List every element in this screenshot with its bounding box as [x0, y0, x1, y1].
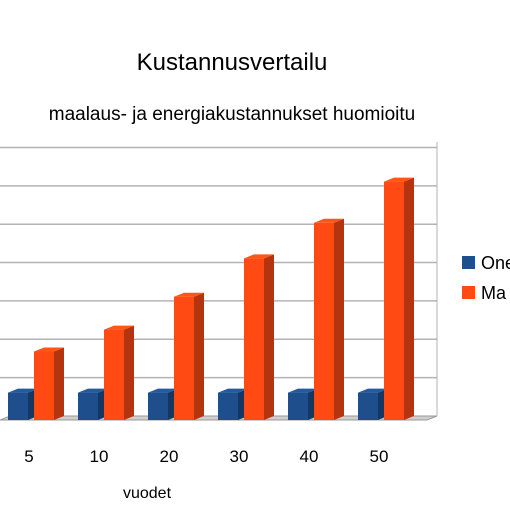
bar-side	[404, 177, 414, 420]
bar-side	[264, 254, 274, 420]
bar-one-50	[358, 388, 388, 420]
bar-top	[358, 388, 388, 393]
chart-title: Kustannusvertailu	[137, 49, 328, 76]
bar-top	[78, 388, 108, 393]
bar-ma-30	[244, 254, 274, 420]
x-tick-label: 50	[370, 447, 389, 466]
bar-front	[78, 392, 98, 420]
x-axis-label: vuodet	[123, 485, 172, 502]
bar-top	[148, 388, 178, 393]
bar-one-20	[148, 388, 178, 420]
bar-front	[148, 392, 168, 420]
bar-top	[244, 254, 274, 259]
bar-top	[34, 347, 64, 352]
bar-side	[124, 325, 134, 420]
x-tick-label: 10	[90, 447, 109, 466]
bar-one-5	[8, 388, 38, 420]
plot-area	[0, 142, 438, 421]
bar-top	[288, 388, 318, 393]
bar-top	[384, 177, 414, 182]
x-tick-label: 20	[160, 447, 179, 466]
bar-ma-50	[384, 177, 414, 420]
x-tick-labels: 5 10 20 30 40 50	[24, 447, 388, 466]
chart-subtitle: maalaus- ja energiakustannukset huomioit…	[49, 104, 416, 125]
bar-one-30	[218, 388, 248, 420]
bar-top	[104, 325, 134, 330]
legend: One Ma	[462, 253, 510, 303]
bar-front	[314, 222, 334, 420]
bar-top	[8, 388, 38, 393]
bar-side	[194, 292, 204, 420]
bar-one-10	[78, 388, 108, 420]
bar-front	[244, 258, 264, 420]
bar-front	[358, 392, 378, 420]
bar-top	[314, 218, 344, 223]
bar-front	[8, 392, 28, 420]
bar-ma-10	[104, 325, 134, 420]
bar-front	[104, 329, 124, 420]
bar-top	[218, 388, 248, 393]
bar-front	[174, 296, 194, 420]
bar-one-40	[288, 388, 318, 420]
x-tick-label: 30	[230, 447, 249, 466]
bar-front	[288, 392, 308, 420]
bar-ma-40	[314, 218, 344, 420]
x-tick-label: 40	[300, 447, 319, 466]
legend-swatch-ma	[462, 286, 475, 299]
legend-label-one: One	[481, 253, 510, 273]
bar-front	[218, 392, 238, 420]
bar-side	[54, 347, 64, 420]
bars	[8, 177, 414, 420]
legend-label-ma: Ma	[481, 283, 507, 303]
bar-front	[34, 351, 54, 420]
bar-ma-5	[34, 347, 64, 420]
gridlines	[0, 146, 437, 379]
bar-side	[334, 218, 344, 420]
bar-top	[174, 292, 204, 297]
legend-swatch-one	[462, 256, 475, 269]
bar-front	[384, 181, 404, 420]
bar-ma-20	[174, 292, 204, 420]
x-tick-label: 5	[24, 447, 33, 466]
